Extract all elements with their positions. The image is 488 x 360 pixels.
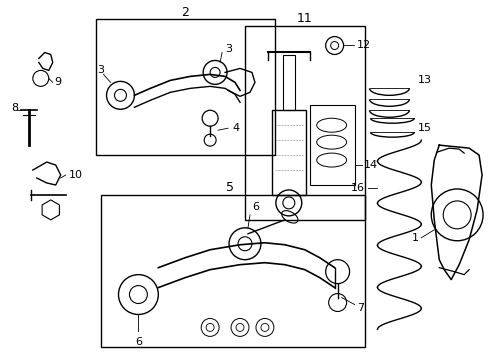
- Text: 4: 4: [232, 123, 239, 133]
- Text: 2: 2: [181, 6, 189, 19]
- Bar: [244, 26, 364, 220]
- Text: 3: 3: [97, 66, 104, 76]
- Text: 14: 14: [363, 160, 377, 170]
- Bar: [309, 105, 354, 185]
- Text: 5: 5: [225, 181, 234, 194]
- Bar: [95, 19, 274, 155]
- Text: 15: 15: [416, 123, 430, 133]
- Text: 8: 8: [12, 103, 19, 113]
- Text: 6: 6: [251, 202, 259, 212]
- Bar: [271, 110, 305, 195]
- Text: 9: 9: [55, 77, 62, 87]
- Text: 12: 12: [356, 40, 370, 50]
- Text: 3: 3: [224, 44, 232, 54]
- Text: 10: 10: [68, 170, 82, 180]
- Text: 7: 7: [357, 302, 364, 312]
- Bar: [282, 55, 294, 110]
- Text: 13: 13: [416, 75, 430, 85]
- Text: 16: 16: [350, 183, 364, 193]
- Bar: [101, 195, 364, 347]
- Text: 1: 1: [411, 233, 419, 243]
- Text: 6: 6: [135, 337, 142, 347]
- Text: 11: 11: [296, 12, 312, 25]
